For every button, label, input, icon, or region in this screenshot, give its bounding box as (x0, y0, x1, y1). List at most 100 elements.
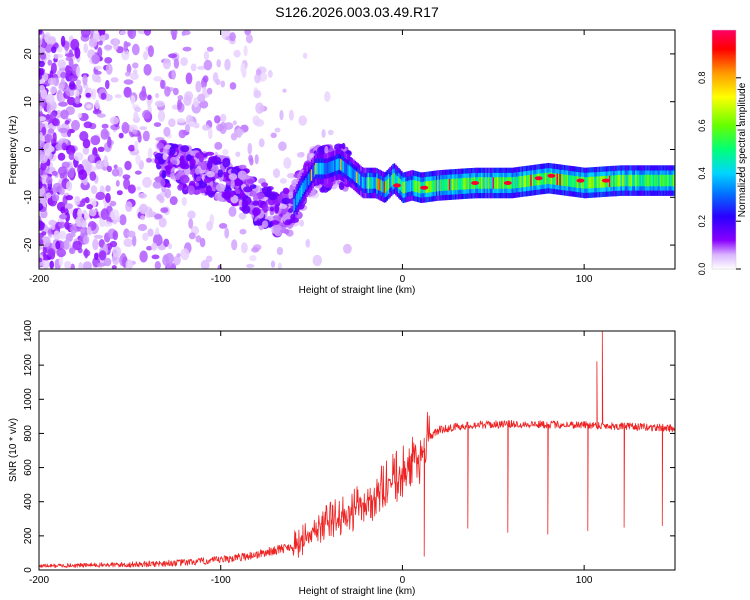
spectrogram-cell (520, 176, 522, 188)
spectrogram-cell (39, 30, 43, 35)
spectrogram-cell (82, 74, 88, 86)
spectrogram-cell (441, 179, 444, 191)
spectrogram-cell (49, 260, 54, 269)
spectrogram-y-tick-label: 0 (23, 146, 34, 152)
spectrogram-cell (206, 170, 215, 178)
spectrogram-cell (249, 255, 257, 262)
spectrogram-cell (170, 263, 177, 269)
spectrogram-cell (127, 230, 136, 238)
spectrogram-cell (188, 218, 194, 229)
spectrogram-cell (41, 126, 47, 136)
spectrogram-cell (560, 174, 563, 186)
spectrogram-cell (414, 180, 416, 192)
spectrogram-cell (123, 238, 133, 248)
spectrogram-cell (47, 77, 57, 85)
spectrogram-cell (143, 30, 152, 36)
spectrogram-cell (491, 177, 493, 189)
spectrogram-cell (316, 146, 327, 156)
spectrogram-cell (448, 178, 451, 191)
spectrogram-cell (77, 112, 82, 119)
spectrogram-cell (348, 165, 351, 177)
spectrogram-cell (281, 197, 291, 205)
spectrogram-cell (74, 96, 81, 105)
spectrogram-cell (60, 71, 67, 79)
colorbar-tick-label: 0.2 (697, 215, 707, 228)
spectrogram-cell (58, 127, 69, 134)
spectrogram-cell (152, 234, 163, 246)
spectrogram-cell (249, 157, 254, 166)
spectrogram-cell (160, 207, 169, 214)
spectrogram-cell (635, 174, 637, 187)
spectrogram-cell (395, 174, 397, 186)
spectrogram-cell (176, 118, 186, 124)
spectrogram-cell (403, 181, 406, 194)
spectrogram-cell (189, 158, 196, 166)
spectrogram-cell (274, 127, 281, 133)
spectrogram-cell (566, 174, 569, 187)
spectrogram-cell (498, 177, 500, 189)
spectrogram-cell (499, 177, 502, 189)
spectrogram-cell (482, 177, 484, 189)
spectrogram-cell (262, 203, 269, 213)
spectrogram-cell (515, 176, 518, 189)
spectrogram-cell (130, 72, 139, 80)
spectrogram-cell (254, 119, 265, 127)
spectrogram-cell (137, 223, 148, 232)
spectrogram-cell (343, 243, 352, 254)
spectrogram-cell (78, 262, 83, 269)
spectrogram-cell (53, 230, 60, 237)
spectrogram-cell (95, 191, 106, 201)
spectrogram-cell (415, 180, 418, 193)
spectrogram-cell (398, 177, 400, 189)
spectrogram-cell (310, 169, 313, 181)
figure-title: S126.2026.003.03.49.R17 (275, 4, 439, 20)
spectrogram-cell (594, 176, 596, 189)
spectrogram-cell (68, 168, 75, 179)
spectrogram-cell (174, 255, 181, 265)
spectrogram-cell (373, 177, 375, 189)
spectrogram-cell (229, 32, 236, 42)
spectrogram-cell (49, 70, 54, 79)
spectrogram-cell (134, 106, 141, 113)
spectrogram-cell (632, 174, 634, 187)
spectrogram-cell (116, 190, 123, 196)
spectrogram-cell (370, 177, 372, 189)
spectrogram-cell (199, 237, 206, 248)
spectrogram-cell (133, 111, 139, 121)
spectrogram-cell (39, 181, 43, 190)
spectrogram-cell (92, 238, 99, 251)
spectrogram-cell (61, 142, 67, 151)
spectrogram-cell (50, 222, 56, 231)
spectrogram-cell (358, 174, 361, 186)
spectrogram-cell (369, 177, 371, 189)
spectrogram-cell (39, 116, 47, 122)
spectrogram-cell (479, 177, 482, 189)
spectrogram-cell (64, 208, 69, 216)
spectrogram-cell (543, 173, 545, 185)
spectrogram-cell (627, 174, 630, 187)
spectrogram-cell (123, 40, 128, 52)
spectrogram-cell (87, 226, 92, 235)
spectrogram-cell (74, 195, 81, 206)
spectrogram-cell (65, 56, 73, 62)
spectrogram-cell (163, 238, 170, 247)
spectrogram-cell (82, 146, 90, 155)
spectrogram-cell (338, 182, 345, 190)
spectrogram-cell (672, 174, 675, 187)
spectrogram-cell (347, 164, 349, 176)
spectrogram-cell (64, 221, 70, 230)
spectrogram-cell (45, 93, 55, 106)
spectrogram-cell (67, 96, 76, 106)
spectrogram-cell (390, 175, 393, 187)
spectrogram-cell (90, 135, 101, 146)
spectrogram-cell (163, 126, 171, 137)
spectrogram-cell (140, 215, 146, 221)
spectrogram-cell (267, 69, 273, 78)
snr-x-tick-label: 0 (400, 575, 406, 586)
spectrogram-cell (661, 174, 663, 187)
spectrogram-cell (610, 175, 612, 187)
spectrogram-cell (237, 170, 248, 180)
spectrogram-cell (202, 124, 210, 131)
spectrogram-cell (524, 175, 527, 187)
